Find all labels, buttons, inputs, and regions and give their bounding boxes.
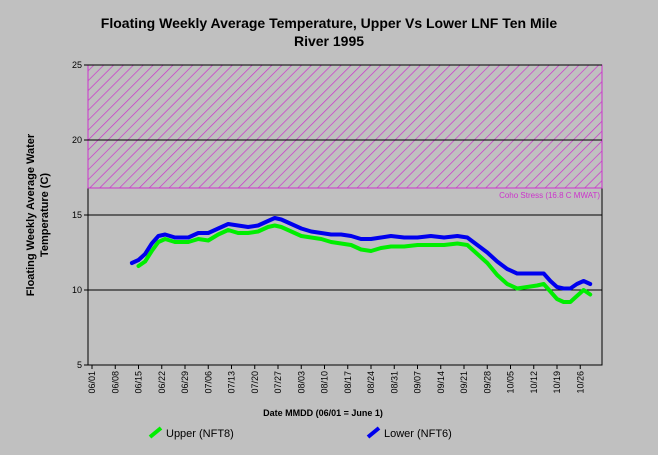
series-line-upper xyxy=(136,223,593,304)
x-tick-label: 07/27 xyxy=(273,371,283,394)
y-axis-ticks: 5 10 15 20 25 xyxy=(72,60,88,370)
x-tick-label: 09/28 xyxy=(482,371,492,394)
chart-title-line-2: River 1995 xyxy=(294,33,364,49)
x-tick-label: 10/19 xyxy=(552,371,562,394)
x-tick-label: 06/15 xyxy=(134,371,144,394)
series-lines xyxy=(129,216,593,304)
y-tick-label: 20 xyxy=(72,135,82,145)
x-tick-label: 09/07 xyxy=(413,371,423,394)
x-tick-label: 08/24 xyxy=(366,371,376,394)
legend-swatch-upper xyxy=(148,426,163,439)
legend-label-upper: Upper (NFT8) xyxy=(166,428,234,440)
y-tick-label: 10 xyxy=(72,285,82,295)
x-tick-label: 07/20 xyxy=(250,371,260,394)
y-axis-label-line-2: Temperature (C) xyxy=(39,173,51,257)
x-tick-label: 08/31 xyxy=(389,371,399,394)
x-tick-label: 08/03 xyxy=(296,371,306,394)
legend-label-lower: Lower (NFT6) xyxy=(384,428,452,440)
x-tick-label: 06/01 xyxy=(87,371,97,394)
legend: Upper (NFT8) Lower (NFT6) xyxy=(148,426,452,440)
x-tick-label: 10/12 xyxy=(529,371,539,394)
y-axis-label-line-1: Floating Weekly Average Water xyxy=(25,133,37,296)
x-tick-label: 08/10 xyxy=(320,371,330,394)
coho-stress-band xyxy=(87,64,603,189)
y-tick-label: 15 xyxy=(72,210,82,220)
x-axis-ticks: 06/01 06/08 06/15 06/22 06/29 07/06 07/13 07/20… xyxy=(87,365,585,394)
legend-swatch-lower xyxy=(366,426,381,439)
x-tick-label: 09/14 xyxy=(436,371,446,394)
series-line-lower xyxy=(129,216,593,291)
x-tick-label: 07/13 xyxy=(227,371,237,394)
x-tick-label: 09/21 xyxy=(459,371,469,394)
x-tick-label: 06/08 xyxy=(110,371,120,394)
x-tick-label: 06/22 xyxy=(157,371,167,394)
y-tick-label: 25 xyxy=(72,60,82,70)
x-tick-label: 06/29 xyxy=(180,371,190,394)
y-tick-label: 5 xyxy=(77,360,82,370)
y-axis-label: Floating Weekly Average Water Temperatur… xyxy=(25,133,51,296)
coho-stress-label: Coho Stress (16.8 C MWAT) xyxy=(499,191,600,200)
chart-title-line-1: Floating Weekly Average Temperature, Upp… xyxy=(101,15,558,31)
x-tick-label: 07/06 xyxy=(203,371,213,394)
x-tick-label: 08/17 xyxy=(343,371,353,394)
x-tick-label: 10/26 xyxy=(575,371,585,394)
x-axis-label: Date MMDD (06/01 = June 1) xyxy=(263,408,383,418)
x-tick-label: 10/05 xyxy=(506,371,516,394)
